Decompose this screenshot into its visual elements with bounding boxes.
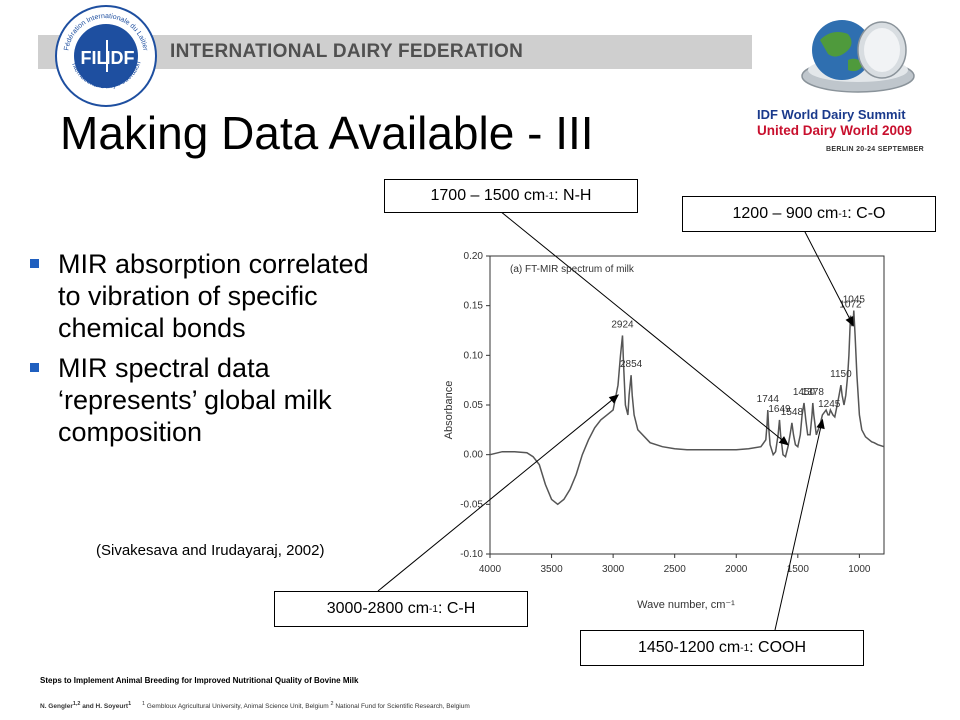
x-tick-label: 4000 (479, 564, 502, 575)
peak-label: 1548 (781, 407, 804, 418)
peak-label: 1045 (843, 295, 866, 306)
callout-nh: 1700 – 1500 cm -1: N-H (384, 179, 638, 213)
y-axis-label: Absorbance (443, 381, 455, 440)
callout-arrow (377, 394, 619, 592)
chart-title: (a) FT-MIR spectrum of milk (510, 264, 635, 275)
peak-label: 1378 (802, 387, 825, 398)
callout-range: 1450-1200 cm (637, 639, 741, 656)
callout-range: 1700 – 1500 cm (430, 187, 546, 204)
callout-label: : COOH (749, 639, 807, 656)
globe-dish-logo (801, 20, 915, 93)
peak-label: 1744 (757, 394, 780, 405)
arrowhead-icon (778, 436, 789, 446)
x-tick-label: 3000 (602, 564, 625, 575)
peak-label: 1450 (793, 387, 816, 398)
chart-background (432, 238, 911, 622)
y-tick-label: -0.05 (460, 499, 483, 510)
bullet-text: MIR absorption correlated to vibration o… (58, 249, 369, 343)
footer-project-title: Steps to Implement Animal Breeding for I… (40, 676, 359, 685)
summit-title: IDF World Dairy Summit (757, 107, 906, 122)
arrowhead-icon (816, 418, 825, 430)
footer-authors: N. Gengler1,2 and H. Soyeurt1 1 Gembloux… (40, 701, 470, 711)
x-tick-label: 1500 (787, 564, 810, 575)
y-tick-label: 0.20 (464, 251, 484, 262)
y-tick-label: 0.05 (464, 400, 484, 411)
peak-label: 2854 (620, 359, 643, 370)
x-axis-label: Wave number, cm⁻¹ (637, 599, 735, 611)
callout-range: 3000-2800 cm (326, 600, 430, 617)
bullet-list: MIR absorption correlated to vibration o… (30, 248, 370, 456)
summit-date: BERLIN 20-24 SEPTEMBER (826, 146, 925, 153)
slide-title: Making Data Available - III (60, 107, 594, 159)
peak-label: 1245 (818, 399, 841, 410)
callout-range: 1200 – 900 cm (732, 205, 839, 222)
bullet-text: MIR spectral data ‘represents’ global mi… (58, 353, 332, 447)
logo-idf-text: IDF (106, 48, 135, 68)
fil-idf-logo: Fédération Internationale du Laitier Int… (54, 4, 157, 107)
org-name: INTERNATIONAL DAIRY FEDERATION (170, 41, 524, 62)
callout-arrow (499, 210, 789, 446)
header-bar (38, 35, 752, 69)
logo-fil-text: FIL (81, 48, 108, 68)
arrowhead-icon (608, 394, 620, 404)
x-tick-label: 1000 (848, 564, 871, 575)
y-tick-label: 0.00 (464, 450, 484, 461)
peak-label: 2924 (611, 319, 634, 330)
x-tick-label: 3500 (540, 564, 563, 575)
square-bullet-icon (30, 363, 39, 372)
peak-label: 1072 (839, 300, 862, 311)
arrowhead-icon (845, 316, 854, 327)
callout-arrow (774, 419, 823, 631)
square-bullet-icon (30, 259, 39, 268)
peak-label: 1649 (768, 404, 791, 415)
callout-exponent: -1 (429, 603, 438, 615)
spectrum-trace (489, 310, 885, 506)
callout-cooh: 1450-1200 cm -1: COOH (580, 630, 864, 666)
callout-ch: 3000-2800 cm -1: C-H (274, 591, 528, 627)
summit-subtitle: United Dairy World 2009 (757, 123, 913, 138)
callout-exponent: -1 (545, 190, 555, 202)
citation: (Sivakesava and Irudayaraj, 2002) (96, 542, 325, 559)
callout-label: : C-H (437, 600, 476, 617)
x-tick-label: 2500 (664, 564, 687, 575)
callout-exponent: -1 (838, 208, 848, 220)
callout-arrow (803, 229, 854, 326)
callout-exponent: -1 (740, 642, 750, 654)
peak-label: 1150 (830, 369, 852, 380)
y-tick-label: -0.10 (460, 549, 483, 560)
callout-co: 1200 – 900 cm -1: C-O (682, 196, 936, 232)
x-tick-label: 2000 (725, 564, 748, 575)
callout-label: : C-O (847, 205, 886, 222)
y-tick-label: 0.10 (464, 350, 484, 361)
bullet-item: MIR absorption correlated to vibration o… (30, 248, 370, 344)
callout-label: : N-H (554, 187, 592, 204)
bullet-item: MIR spectral data ‘represents’ global mi… (30, 352, 370, 448)
y-tick-label: 0.15 (464, 301, 484, 312)
